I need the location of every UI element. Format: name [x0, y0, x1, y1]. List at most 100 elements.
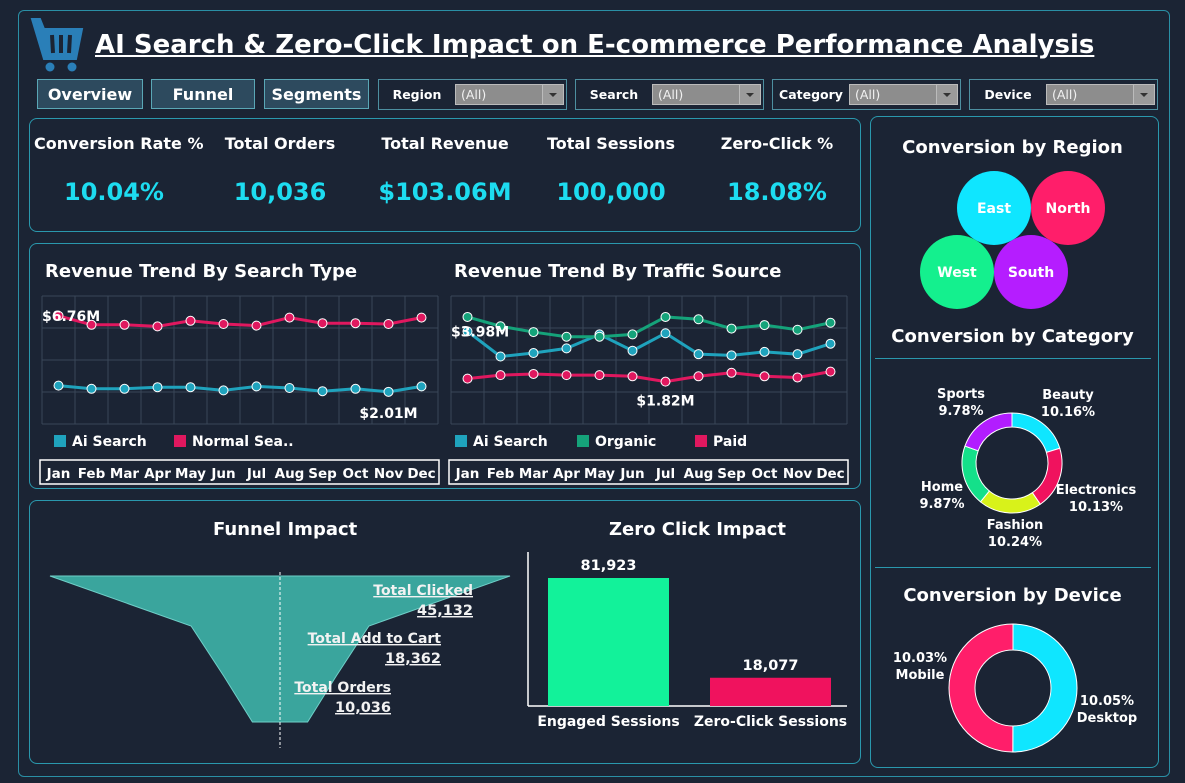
data-point	[627, 329, 638, 340]
funnel-panel	[29, 500, 861, 764]
kpi-label-revenue: Total Revenue	[381, 134, 509, 153]
region-select[interactable]: (All)	[455, 84, 564, 105]
data-point	[119, 383, 130, 394]
zero-click-title: Zero Click Impact	[609, 519, 786, 540]
data-point	[86, 319, 97, 330]
data-point	[594, 370, 605, 381]
category-select[interactable]: (All)	[849, 84, 958, 105]
chevron-down-icon[interactable]	[739, 85, 760, 104]
data-point	[416, 312, 427, 323]
data-point	[726, 367, 737, 378]
kpi-value-conversion: 10.04%	[64, 178, 164, 206]
tick-label: Sep	[717, 466, 746, 482]
region-filter[interactable]: Region (All)	[378, 79, 567, 110]
legend-label: Normal Sea..	[192, 434, 294, 450]
data-point	[627, 345, 638, 356]
data-point	[53, 310, 64, 321]
tick-label: Feb	[78, 466, 106, 482]
data-point	[792, 324, 803, 335]
data-point	[528, 327, 539, 338]
funnel-title: Funnel Impact	[213, 519, 358, 540]
device-select[interactable]: (All)	[1046, 84, 1155, 105]
divider	[875, 358, 1151, 359]
legend-swatch	[577, 435, 589, 447]
chevron-down-icon[interactable]	[542, 85, 563, 104]
page-title: AI Search & Zero-Click Impact on E-comme…	[95, 30, 1095, 60]
slice-value: 9.78%	[938, 404, 983, 419]
region-bubble	[920, 235, 994, 309]
data-point	[759, 371, 770, 382]
kpi-value-zero-click: 18.08%	[727, 178, 827, 206]
data-point	[119, 319, 130, 330]
data-point	[561, 331, 572, 342]
data-point	[462, 326, 473, 337]
data-point	[284, 383, 295, 393]
data-point	[825, 317, 836, 328]
data-point	[218, 385, 229, 396]
donut-slice	[948, 623, 1014, 753]
data-point	[495, 370, 506, 381]
region-label: North	[1046, 201, 1091, 217]
search-select[interactable]: (All)	[652, 84, 761, 105]
overview-button[interactable]: Overview	[37, 79, 143, 109]
kpi-label-zero-click: Zero-Click %	[720, 134, 834, 153]
region-filter-label: Region	[392, 87, 442, 102]
legend-swatch	[54, 435, 66, 447]
slice-value: 10.24%	[988, 535, 1042, 550]
data-point	[825, 366, 836, 377]
data-point	[528, 368, 539, 379]
data-point	[383, 386, 394, 397]
category-donut-chart: Beauty 10.16% Electronics 10.13% Fashion 10.2…	[919, 387, 1136, 550]
slice-value: 10.16%	[1041, 405, 1095, 420]
data-point	[561, 343, 572, 354]
tick-label: Engaged Sessions	[537, 714, 679, 730]
legend-label: Ai Search	[473, 434, 548, 450]
data-point	[561, 370, 572, 381]
bar	[548, 578, 669, 706]
device-filter-label: Device	[984, 87, 1032, 102]
right-panel	[870, 116, 1159, 768]
x-axis-box	[448, 459, 849, 485]
chevron-down-icon[interactable]	[936, 85, 957, 104]
series-line	[58, 314, 422, 328]
segments-button[interactable]: Segments	[264, 79, 369, 109]
data-point	[660, 311, 671, 322]
bar	[710, 677, 831, 706]
data-point	[383, 319, 394, 329]
tick-label: Oct	[343, 466, 369, 482]
category-filter[interactable]: Category (All)	[772, 79, 961, 110]
slice-value: 10.05%	[1080, 694, 1134, 709]
slice-label: Home	[921, 480, 963, 495]
data-point	[792, 372, 803, 383]
category-filter-label: Category	[779, 87, 843, 102]
data-point	[462, 373, 473, 384]
slice-label: Desktop	[1077, 711, 1137, 726]
device-filter[interactable]: Device (All)	[969, 79, 1158, 110]
funnel-chart: Total Clicked 45,132 Total Add to Cart 18,3…	[49, 572, 511, 748]
data-point	[152, 382, 163, 393]
data-point	[726, 350, 737, 361]
tick-label: Apr	[553, 466, 580, 482]
funnel-button[interactable]: Funnel	[151, 79, 255, 109]
x-axis-box	[39, 459, 440, 485]
data-point	[86, 383, 97, 394]
tick-label: Apr	[144, 466, 171, 482]
data-point	[185, 382, 196, 393]
legend-label: Organic	[595, 434, 656, 450]
slice-label: Fashion	[987, 518, 1044, 533]
zero-click-chart: 81,923 Engaged Sessions 18,077 Zero-Click S…	[527, 552, 847, 730]
data-label: $6.76M	[42, 309, 100, 325]
chevron-down-icon[interactable]	[1133, 85, 1154, 104]
region-bubble	[994, 235, 1068, 309]
data-point	[317, 318, 328, 329]
divider	[875, 567, 1151, 568]
search-filter[interactable]: Search (All)	[575, 79, 764, 110]
funnel-stage-value: 10,036	[335, 700, 391, 716]
data-point	[284, 312, 295, 323]
data-point	[693, 314, 704, 325]
donut-slice	[979, 490, 1041, 514]
data-point	[350, 318, 361, 329]
data-point	[660, 328, 671, 339]
